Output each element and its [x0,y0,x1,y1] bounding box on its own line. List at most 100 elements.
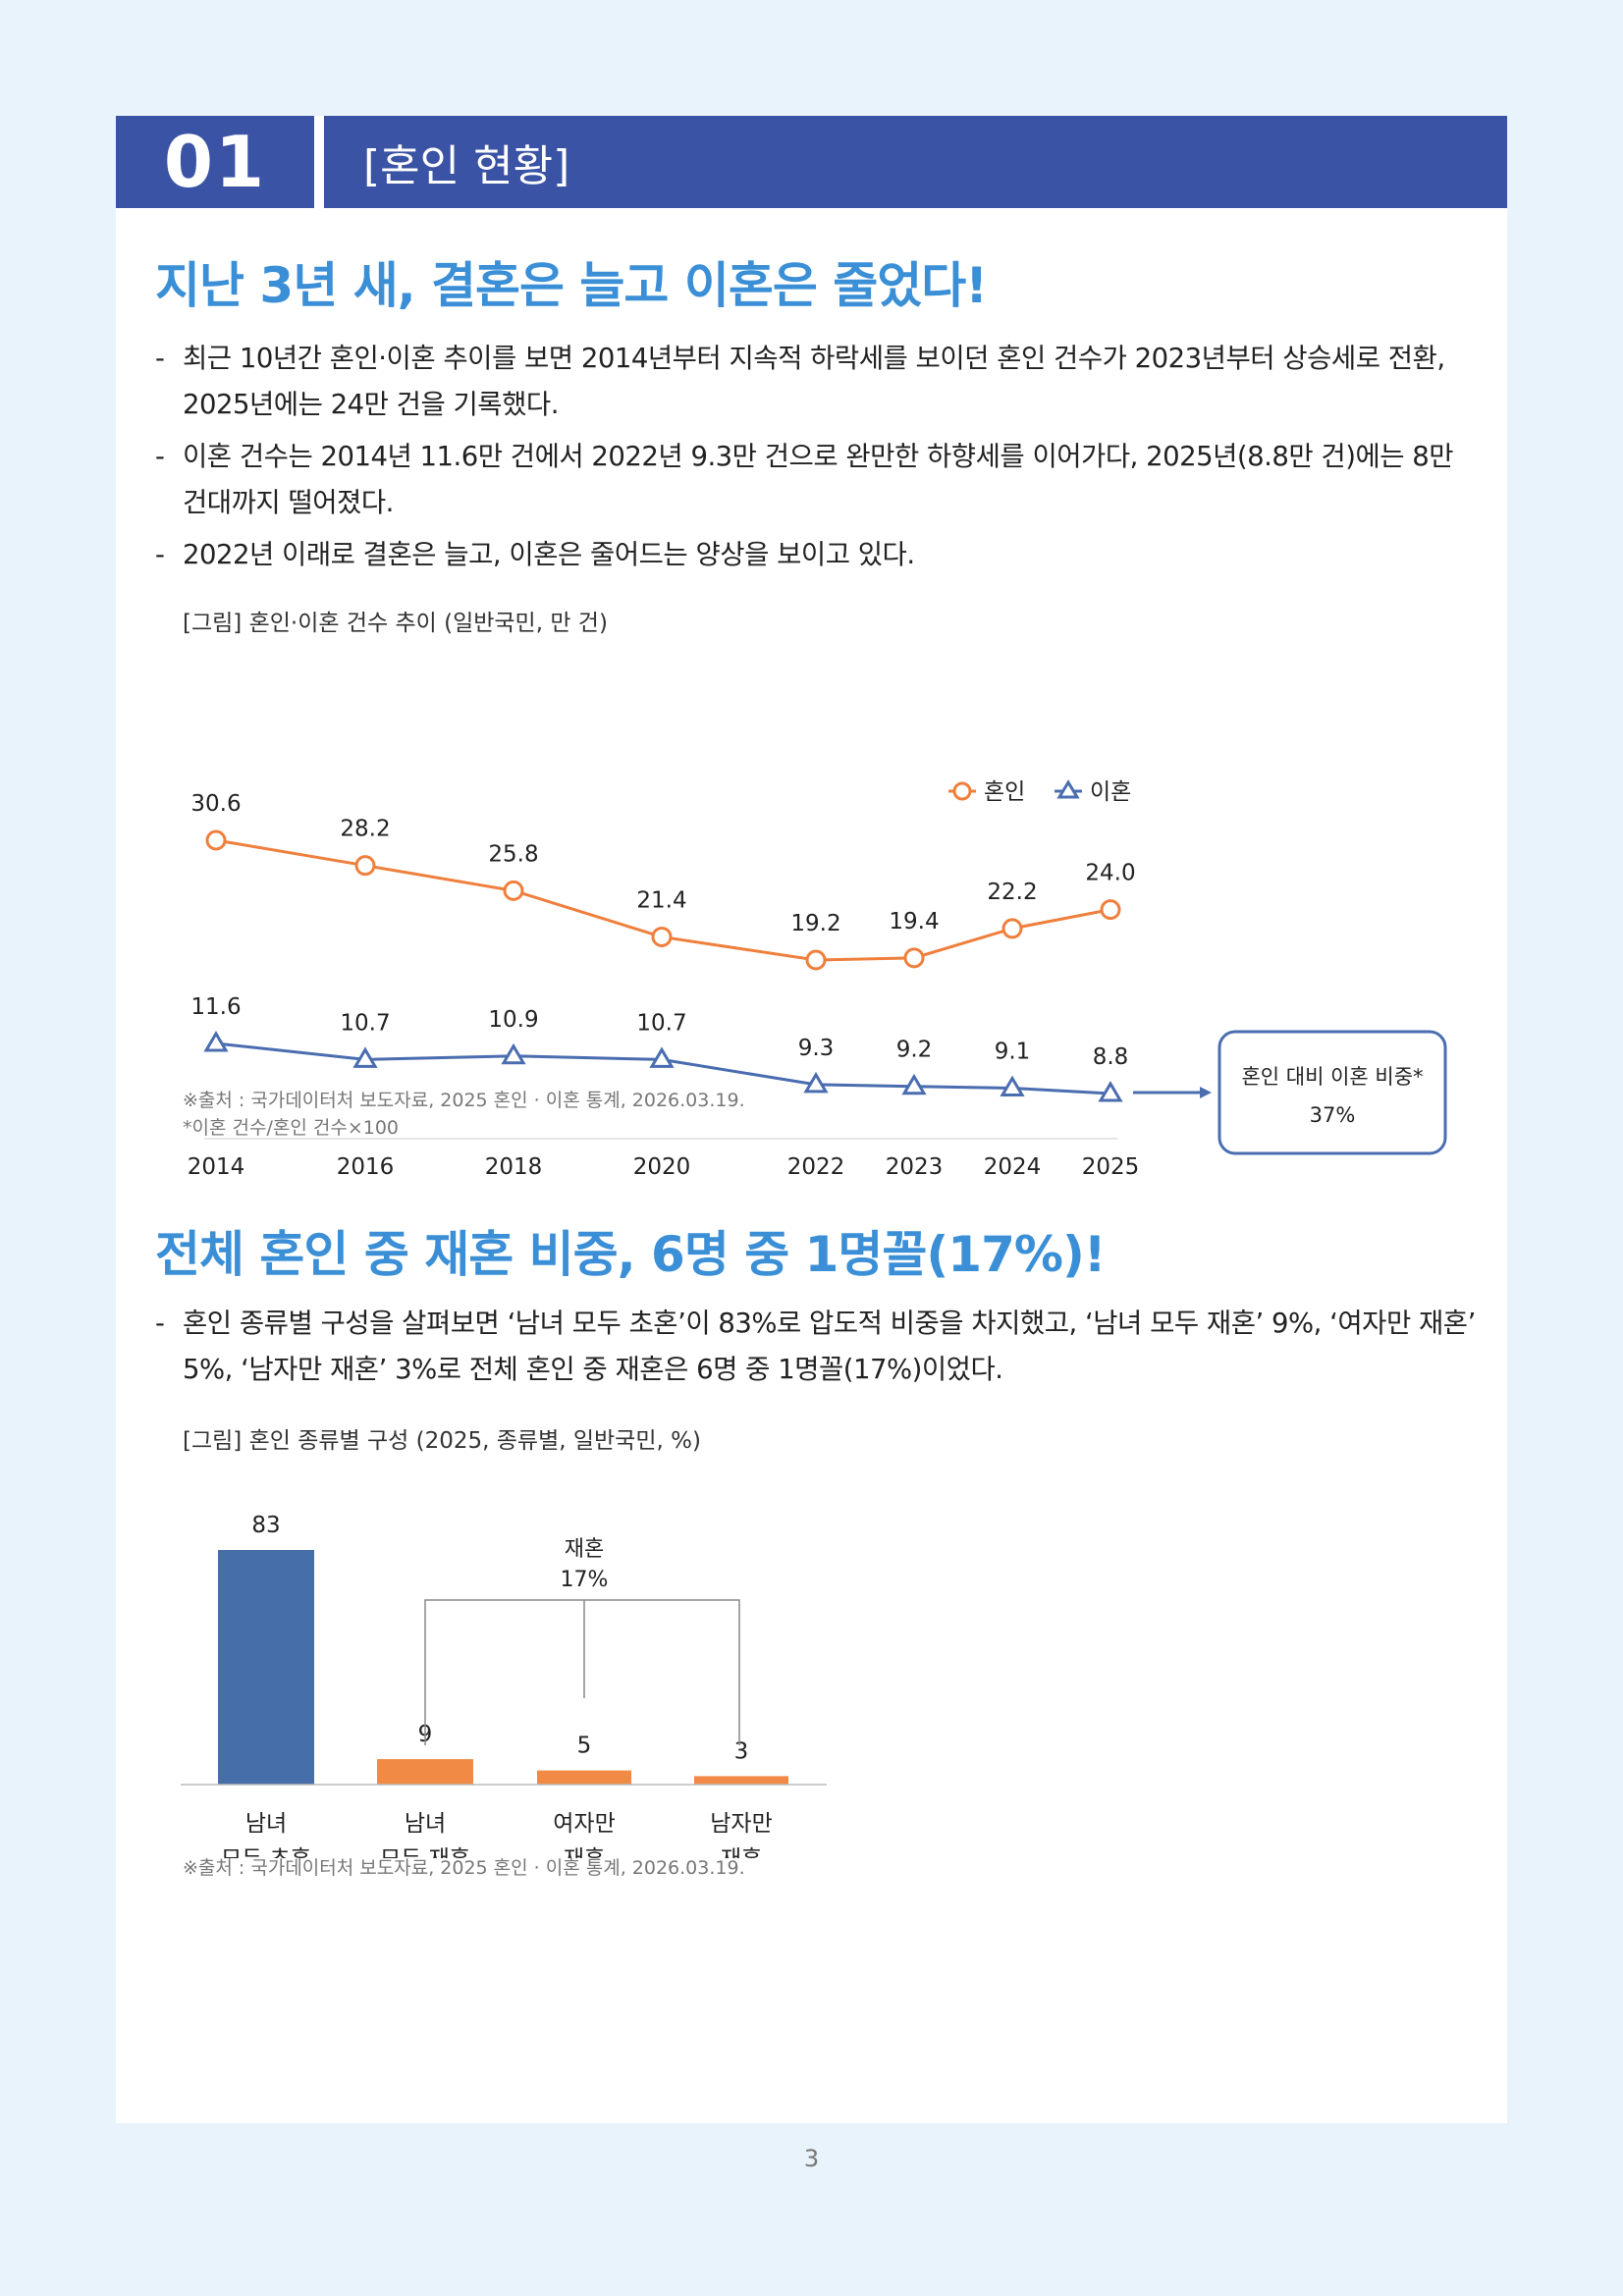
data-label: 9.2 [896,1038,933,1063]
data-point [1100,899,1121,921]
data-label: 10.9 [488,1007,538,1033]
data-point [354,855,376,877]
data-label: 30.6 [190,791,241,817]
section-number: 01 [116,116,314,208]
x-axis: 2014 2016 2018 2020 2022 2023 2024 2025 [188,1138,1140,1180]
data-point [352,1046,378,1068]
data-point [903,947,925,969]
bar-series: 839 5 3 [218,1513,788,1785]
x-tick-label: 2025 [1082,1154,1140,1180]
legend-item-divorce: 이혼 [1055,779,1131,805]
ratio-box-label: 혼인 대비 이혼 비중* [1241,1065,1423,1089]
data-label: 28.2 [340,817,390,842]
bar [694,1776,788,1785]
figure-caption-2: [그림] 혼인 종류별 구성 (2025, 종류별, 일반국민, %) [183,1428,701,1454]
ratio-box-value: 37% [1310,1103,1356,1127]
bullet-list-1: 최근 10년간 혼인·이혼 추이를 보면 2014년부터 지속적 하락세를 보이… [155,336,1483,584]
category-label: 남녀 [405,1811,446,1837]
data-point [1000,1075,1025,1097]
page-number: 3 [803,2145,820,2172]
series-divorce: 11.6 10.7 10.9 10.7 9.3 9.2 9.1 8.8 [190,994,1129,1102]
bar-value-label: 3 [734,1738,749,1764]
data-label: 11.6 [190,994,241,1020]
ratio-box [1217,1030,1447,1155]
category-label: 모두 초혼 [221,1846,311,1858]
bullet-item: 최근 10년간 혼인·이혼 추이를 보면 2014년부터 지속적 하락세를 보이… [155,336,1483,428]
series-marriage: 30.6 28.2 25.8 21.4 19.2 19.4 22.2 24.0 [190,791,1136,971]
data-label: 21.4 [636,887,686,913]
bar [537,1770,631,1785]
data-point [205,829,227,851]
x-tick-label: 2018 [485,1154,543,1180]
bullet-item: 이혼 건수는 2014년 11.6만 건에서 2022년 9.3만 건으로 완만… [155,434,1483,526]
data-point [1098,1081,1123,1102]
bullet-list-2: 혼인 종류별 구성을 살펴보면 ‘남녀 모두 초혼’이 83%로 압도적 비중을… [155,1301,1483,1399]
section-header: 01 [혼인 현황] [116,116,1507,208]
category-label: 재혼 [564,1846,605,1858]
category-label: 여자만 [553,1811,615,1837]
callout-arrowhead [1200,1087,1212,1098]
data-label: 19.2 [790,911,840,936]
source-note-2: ※출처 : 국가데이터처 보도자료, 2025 혼인 · 이혼 통계, 2026… [183,1857,745,1879]
data-point [501,1042,526,1065]
headline-remarriage: 전체 혼인 중 재혼 비중, 6명 중 1명꼴(17%)! [155,1226,1107,1283]
x-tick-label: 2016 [337,1154,395,1180]
data-label: 10.7 [340,1010,390,1036]
section-divider [314,116,324,208]
legend-marker [1056,779,1080,799]
footnote: *이혼 건수/혼인 건수×100 [183,1117,400,1139]
category-label: 모두 재혼 [380,1846,470,1858]
data-label: 8.8 [1093,1044,1129,1070]
x-tick-label: 2023 [886,1154,944,1180]
data-label: 10.7 [636,1010,686,1036]
chart-legend: 혼인 이혼 [948,779,1131,805]
section-title: [혼인 현황] [324,116,1507,208]
data-label: 19.4 [889,909,939,934]
data-point [805,949,827,971]
data-point [651,926,673,947]
data-label: 24.0 [1085,861,1135,886]
legend-label: 혼인 [984,779,1025,805]
category-label: 남녀 [245,1811,287,1837]
ratio-callout: 혼인 대비 이혼 비중* 37% [1133,1030,1447,1155]
x-tick-label: 2014 [188,1154,245,1180]
bracket-line [424,1599,740,1745]
data-label: 25.8 [488,841,538,867]
bracket-label: 재혼 [565,1537,604,1562]
bullet-item: 혼인 종류별 구성을 살펴보면 ‘남녀 모두 초혼’이 83%로 압도적 비중을… [155,1301,1483,1393]
data-point [203,1031,229,1052]
bar-value-label: 83 [251,1513,280,1538]
data-label: 22.2 [987,880,1037,905]
headline-marriage-divorce: 지난 3년 새, 결혼은 늘고 이혼은 줄었다! [155,257,988,314]
data-label: 9.1 [995,1040,1031,1065]
bullet-item: 2022년 이래로 결혼은 늘고, 이혼은 줄어드는 양상을 보이고 있다. [155,532,1483,578]
x-tick-label: 2020 [633,1154,691,1180]
x-tick-label: 2024 [984,1154,1042,1180]
legend-label: 이혼 [1090,779,1131,805]
series-line [215,1041,1111,1095]
series-line [215,838,1111,962]
x-tick-label: 2022 [787,1154,845,1180]
remarriage-bracket: 재혼 17% [424,1537,740,1745]
bar-value-label: 5 [577,1734,592,1759]
data-point [803,1071,829,1094]
data-point [649,1046,675,1068]
data-label: 9.3 [798,1036,835,1061]
data-point [503,880,524,901]
category-label: 재혼 [721,1846,762,1858]
page-card: 01 [혼인 현황] 지난 3년 새, 결혼은 늘고 이혼은 줄었다! 최근 1… [116,116,1507,2123]
legend-marker [952,781,972,801]
bar [218,1550,314,1785]
source-note: ※출처 : 국가데이터처 보도자료, 2025 혼인 · 이혼 통계, 2026… [183,1090,745,1111]
line-chart: 혼인 이혼 2014 2016 2018 2020 2022 2023 2024 2025 30… [188,779,1447,1180]
figure-caption-1: [그림] 혼인·이혼 건수 추이 (일반국민, 만 건) [183,611,608,636]
data-point [901,1073,927,1095]
category-label: 남자만 [710,1811,772,1837]
chart-series: 30.6 28.2 25.8 21.4 19.2 19.4 22.2 24.0 11.6 10.7… [190,791,1136,1102]
data-point [1001,918,1023,939]
bracket-value: 17% [561,1568,609,1592]
bar [377,1759,473,1785]
legend-item-marriage: 혼인 [948,779,1025,805]
